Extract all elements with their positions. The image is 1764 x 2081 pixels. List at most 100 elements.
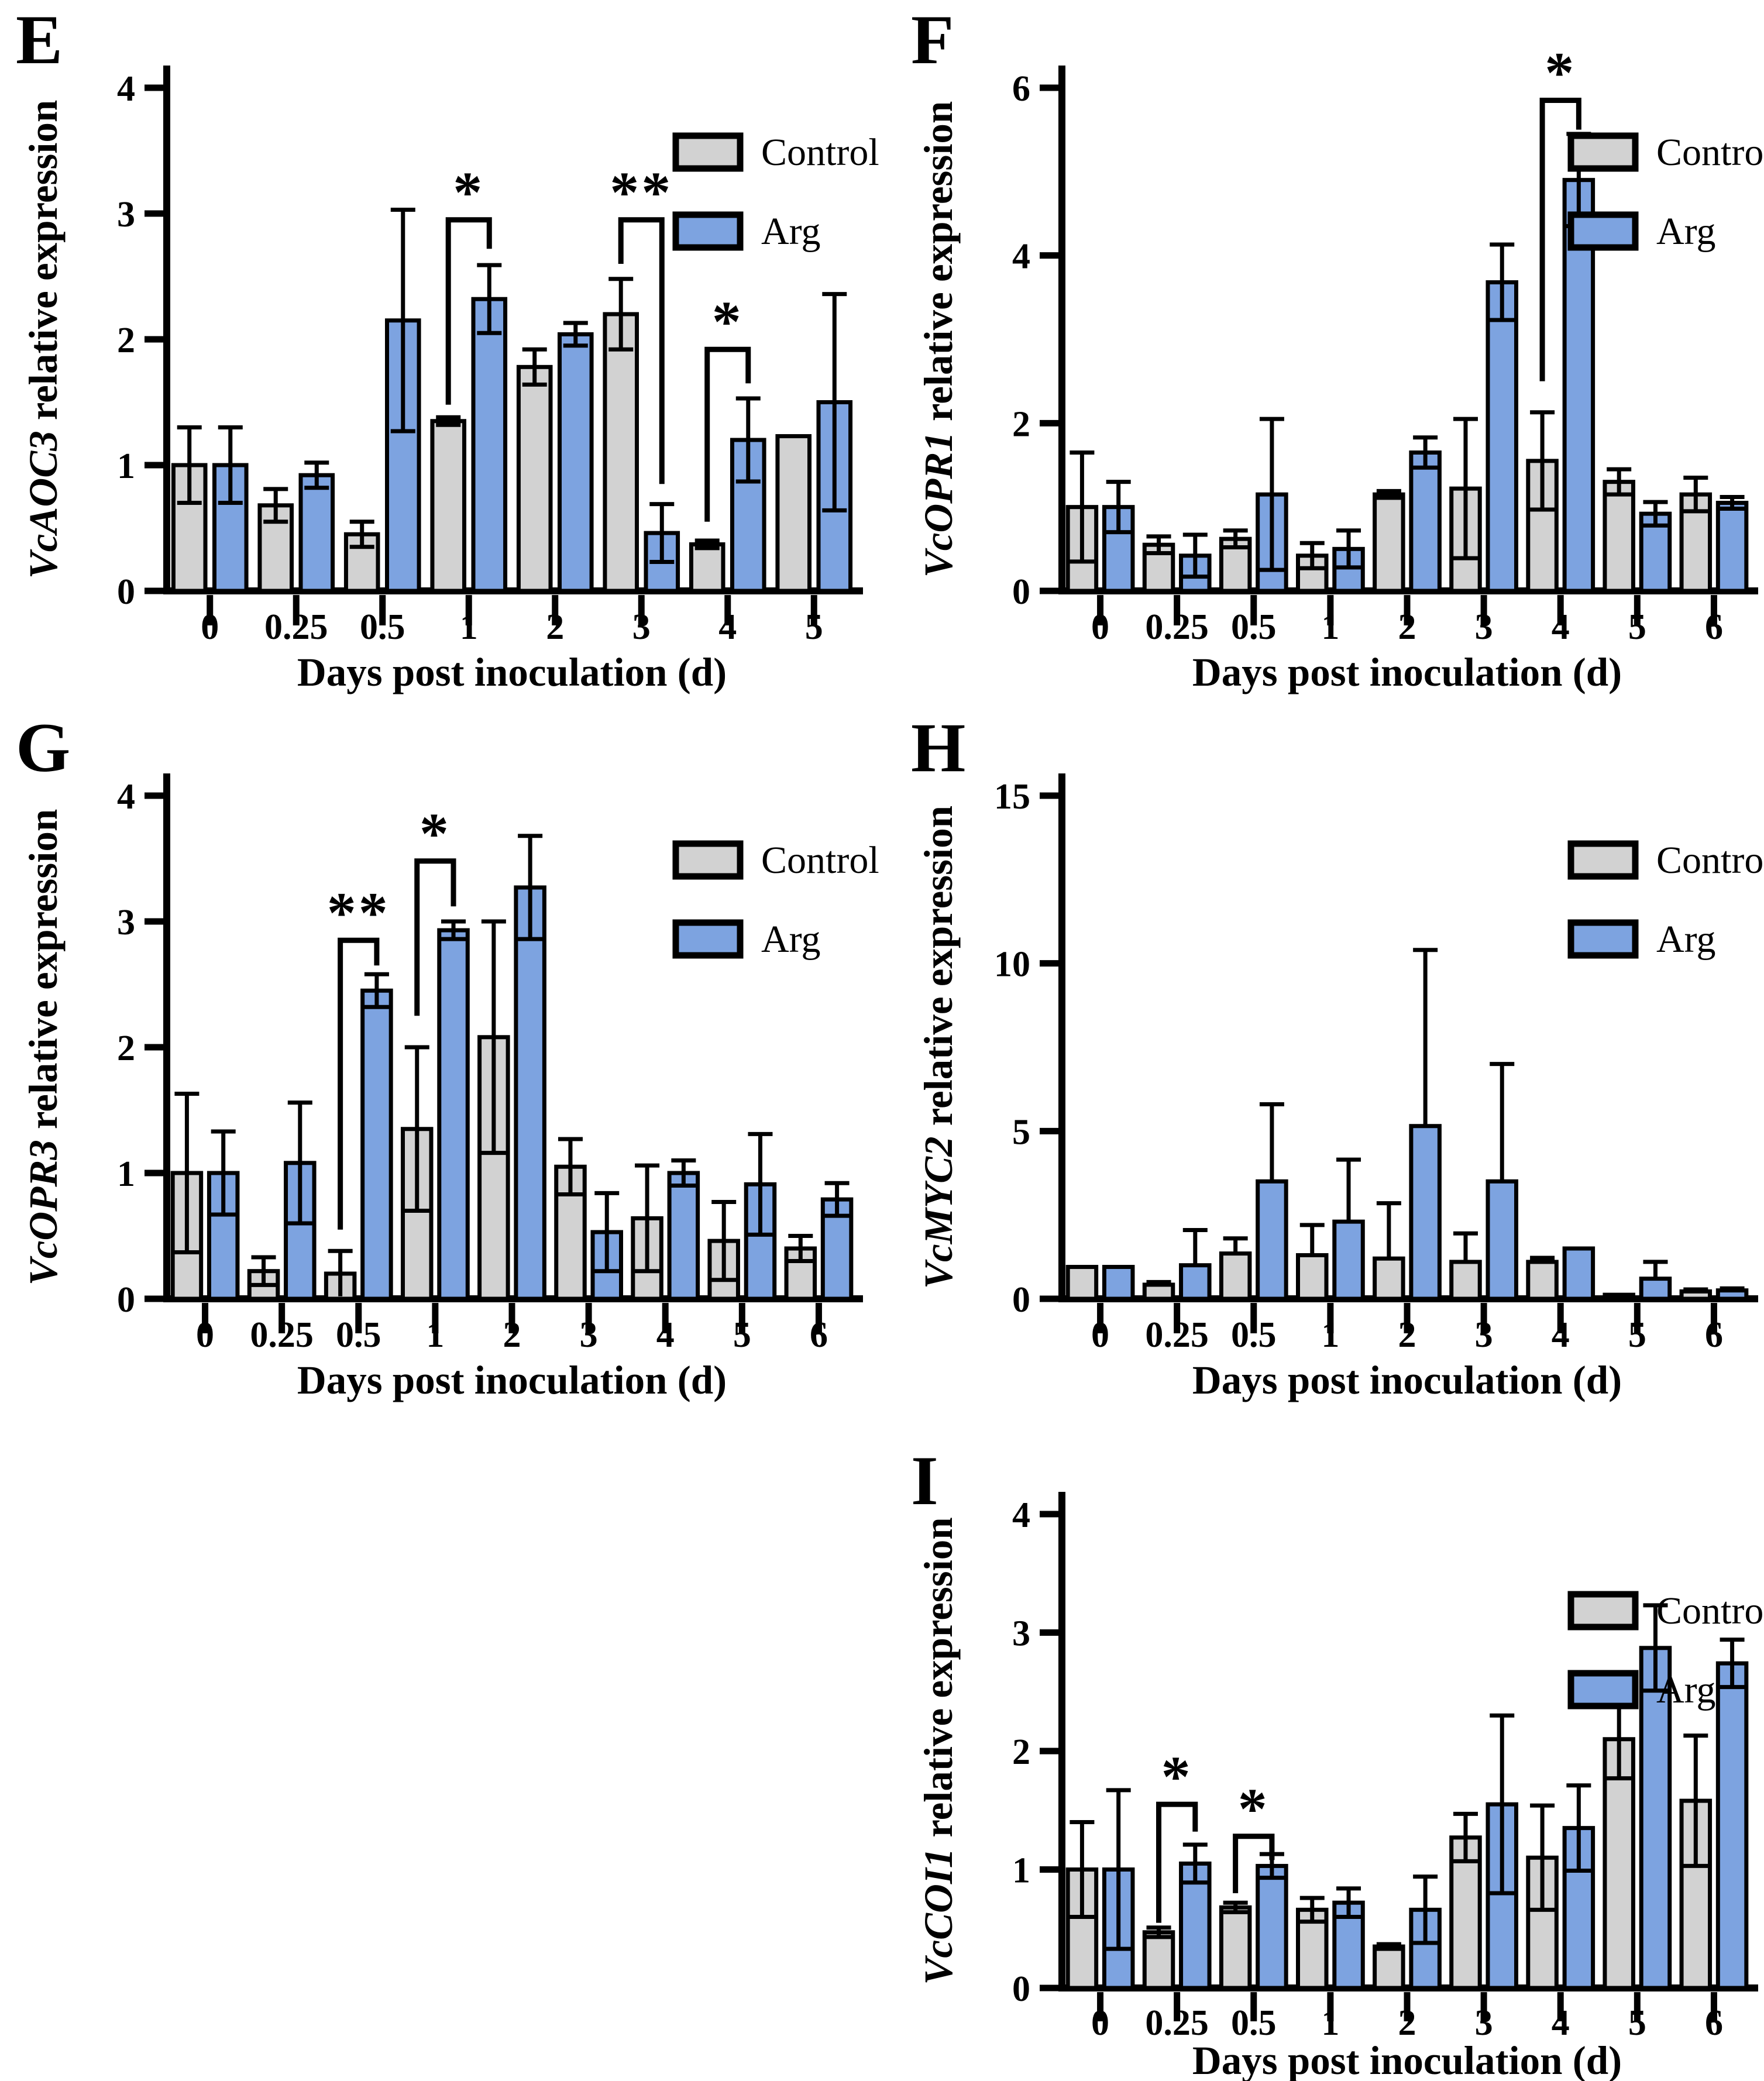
x-tick-label: 3: [580, 1315, 598, 1355]
bar-arg-4: [667, 1171, 700, 1301]
y-tick-label: 2: [117, 321, 135, 360]
y-axis-title-rest: relative expression: [21, 100, 66, 420]
bar-control-0.25: [1142, 1930, 1175, 1990]
x-tick-label: 3: [1475, 2003, 1493, 2043]
y-tick-label: 2: [1012, 404, 1030, 444]
bar-arg-6: [1715, 1288, 1749, 1301]
significance-bracket: [414, 858, 456, 1016]
bar-control-2: [1373, 492, 1405, 593]
x-tick-label: 5: [1628, 2003, 1646, 2043]
x-tick-label: 1: [1321, 1315, 1339, 1355]
bar-chart-I: 0 1 2 3 4 0 0.25 0.5 1 2 3 4 5 6 * * Control Arg VcCOI1 rel…: [916, 1492, 1764, 2081]
legend-swatch-arg: [1567, 1670, 1639, 1709]
bar-arg-0.5: [360, 988, 393, 1301]
y-tick-label: 1: [117, 1154, 135, 1194]
x-axis-title: Days post inoculation (d): [297, 1358, 727, 1402]
x-tick-label: 2: [1398, 1315, 1416, 1355]
legend-label-arg: Arg: [1656, 210, 1715, 253]
y-tick-label: 1: [1012, 1851, 1030, 1891]
y-tick-label: 2: [117, 1029, 135, 1068]
x-tick-label: 2: [546, 607, 564, 647]
bar-arg-3: [1486, 280, 1519, 593]
x-tick-label: 5: [1628, 1315, 1646, 1355]
bar-arg-1: [437, 928, 470, 1301]
y-tick-label: 3: [117, 195, 135, 235]
y-axis-title: VcAOC3 relative expression: [21, 100, 66, 579]
x-axis-title: Days post inoculation (d): [1192, 650, 1622, 694]
panel-I: I 0 1 2 3 4 0 0.25 0.5 1 2 3 4 5 6 * * Control Arg VcCOI1 r…: [904, 1444, 1764, 2081]
bar-arg-2: [1409, 450, 1442, 593]
significance-label: **: [610, 160, 673, 225]
legend-label-control: Control: [1656, 1590, 1764, 1632]
y-axis-title: VcMYC2 relative expression: [916, 806, 961, 1289]
y-tick-label: 4: [117, 69, 135, 109]
x-tick-label: 0: [1091, 2003, 1109, 2043]
x-tick-label: 0.25: [1145, 1315, 1209, 1355]
bar-control-0.5: [1219, 1905, 1252, 1990]
y-tick-label: 10: [994, 945, 1030, 985]
x-tick-label: 2: [1398, 2003, 1416, 2043]
panel-letter-E: E: [16, 1, 63, 78]
bar-control-5: [1603, 480, 1635, 593]
x-tick-label: 0.5: [336, 1315, 381, 1355]
x-tick-label: 4: [1552, 2003, 1570, 2043]
y-tick-label: 0: [1012, 1969, 1030, 2009]
y-axis-title-rest: relative expression: [916, 806, 961, 1126]
x-tick-label: 0: [1091, 1315, 1109, 1355]
x-tick-label: 0.5: [360, 607, 405, 647]
x-axis-title: Days post inoculation (d): [1192, 2038, 1622, 2081]
x-tick-label: 4: [718, 607, 737, 647]
x-tick-label: 5: [733, 1315, 751, 1355]
x-tick-label: 5: [1628, 607, 1646, 647]
chart-VcCOI1: 0 1 2 3 4 0 0.25 0.5 1 2 3 4 5 6 * * Control Arg VcCOI1 rel…: [904, 1459, 1764, 2081]
y-tick-label: 3: [117, 903, 135, 943]
y-tick-label: 0: [117, 1280, 135, 1320]
y-axis-title-rest: relative expression: [916, 101, 961, 421]
y-tick-label: 1: [117, 446, 135, 486]
y-axis-title-gene: VcOPR3: [21, 1140, 66, 1285]
y-tick-label: 15: [994, 777, 1030, 817]
significance-label: *: [453, 160, 484, 225]
bar-control-4: [1526, 1260, 1559, 1301]
x-tick-label: 1: [460, 607, 478, 647]
chart-VcMYC2: 0 5 10 15 0 0.25 0.5 1 2 3 4 5 6 Control Arg VcMYC2 rela…: [904, 725, 1764, 1407]
bar-arg-0.5: [1256, 1863, 1288, 1990]
legend-label-control: Control: [1656, 131, 1764, 174]
legend-swatch-arg: [1567, 919, 1639, 959]
bar-arg-4: [1562, 1246, 1595, 1301]
legend-label-arg: Arg: [761, 918, 820, 961]
significance-label: *: [1238, 1776, 1270, 1841]
legend-swatch-control: [1567, 1591, 1639, 1631]
significance-label: *: [419, 801, 451, 866]
x-tick-label: 4: [1552, 1315, 1570, 1355]
bar-arg-2: [1409, 1124, 1442, 1301]
significance-label: *: [1545, 40, 1576, 105]
legend-label-arg: Arg: [761, 210, 820, 253]
legend-swatch-arg: [1567, 211, 1639, 251]
y-tick-label: 4: [117, 777, 135, 817]
y-axis-title-rest: relative expression: [916, 1517, 961, 1837]
panel-E: E 0 1 2 3 4 0 0.25 0.5 1 2 3 4 5 * ** * Control Arg VcAOC3…: [9, 3, 881, 708]
bar-control-2: [1373, 1256, 1405, 1301]
panel-F: F 0 2 4 6 0 0.25 0.5 1 2 3 4 5 6 * Control Arg VcOPR1 rel…: [904, 3, 1764, 708]
bar-arg-6: [1715, 1661, 1749, 1990]
x-tick-label: 3: [1475, 607, 1493, 647]
legend-swatch-control: [1567, 840, 1639, 880]
bar-arg-1: [1332, 1219, 1365, 1301]
significance-label: *: [1161, 1744, 1193, 1809]
x-tick-label: 4: [656, 1315, 675, 1355]
y-axis-title-rest: relative expression: [21, 809, 66, 1129]
x-tick-label: 3: [632, 607, 651, 647]
x-tick-label: 0.25: [1145, 607, 1209, 647]
x-tick-label: 1: [426, 1315, 444, 1355]
bar-control-5: [775, 434, 812, 593]
significance-label: *: [712, 289, 744, 354]
x-tick-label: 0.5: [1231, 1315, 1277, 1355]
x-tick-label: 0.25: [264, 607, 328, 647]
chart-VcAOC3: 0 1 2 3 4 0 0.25 0.5 1 2 3 4 5 * ** * Control Arg VcAOC3re…: [9, 18, 879, 699]
y-tick-label: 4: [1012, 1495, 1030, 1535]
bar-control-3: [1449, 1260, 1482, 1301]
y-axis-title-gene: VcOPR1: [916, 432, 961, 577]
legend-swatch-arg: [672, 919, 744, 959]
legend-label-control: Control: [761, 839, 879, 882]
